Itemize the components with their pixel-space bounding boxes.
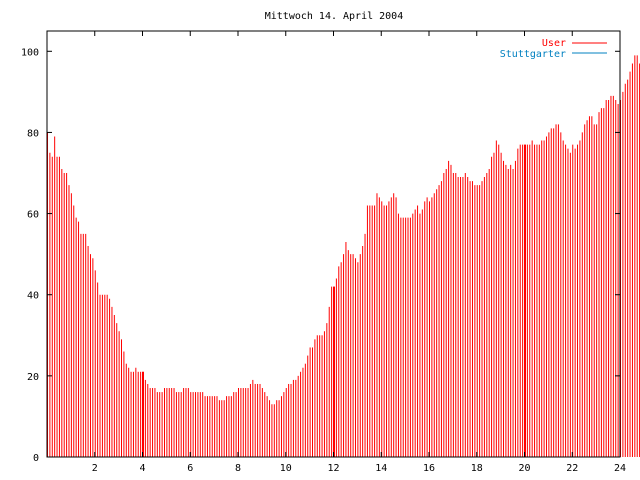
- legend-label-user: User: [542, 38, 566, 49]
- x-tick-label: 4: [139, 463, 145, 474]
- x-tick-label: 22: [566, 463, 578, 474]
- y-tick-label: 40: [27, 291, 39, 302]
- y-tick-label: 60: [27, 210, 39, 221]
- y-tick-label: 80: [27, 128, 39, 139]
- x-tick-label: 24: [614, 463, 626, 474]
- y-tick-label: 100: [21, 47, 39, 58]
- legend-label-stuttgarter: Stuttgarter: [500, 49, 566, 60]
- series-user-bars: [47, 55, 640, 457]
- x-tick-label: 2: [92, 463, 98, 474]
- chart-title: Mittwoch 14. April 2004: [265, 11, 403, 22]
- y-tick-label: 0: [33, 453, 39, 464]
- x-tick-label: 12: [327, 463, 339, 474]
- x-tick-label: 6: [187, 463, 193, 474]
- x-tick-label: 16: [423, 463, 435, 474]
- x-axis: 2 4 6 8 10 12 14 16 18 20 22 24: [92, 31, 626, 474]
- legend: User Stuttgarter: [500, 38, 607, 60]
- y-axis: 0 20 40 60 80 100: [21, 47, 620, 464]
- y-tick-label: 20: [27, 372, 39, 383]
- x-tick-label: 18: [471, 463, 483, 474]
- x-tick-label: 10: [280, 463, 292, 474]
- x-tick-label: 14: [375, 463, 387, 474]
- x-tick-label: 8: [235, 463, 241, 474]
- x-tick-label: 20: [518, 463, 530, 474]
